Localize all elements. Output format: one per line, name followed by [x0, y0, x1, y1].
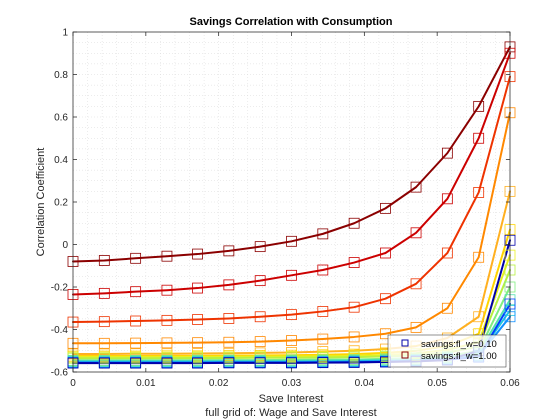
- y-tick-label: 1: [62, 28, 68, 39]
- x-axis-label: Save Interest: [259, 393, 324, 405]
- y-tick-label: -0.6: [51, 368, 69, 379]
- y-tick-label: 0: [62, 240, 68, 251]
- x-tick-label: 0: [70, 378, 76, 389]
- x-tick-label: 0.03: [282, 378, 302, 389]
- legend-label: savings:fl_w=1.00: [421, 351, 497, 362]
- legend: savings:fl_w=0.10 savings:fl_w=1.00: [388, 335, 506, 367]
- chart-caption: full grid of: Wage and Save Interest: [205, 407, 376, 419]
- y-tick-label: -0.4: [51, 325, 69, 336]
- x-tick-label: 0.05: [427, 378, 447, 389]
- chart-title: Savings Correlation with Consumption: [190, 16, 393, 28]
- x-tick-label: 0.01: [136, 378, 156, 389]
- y-axis-label: Correlation Coefficient: [35, 148, 47, 257]
- x-tick-label: 0.02: [209, 378, 229, 389]
- x-tick-label: 0.06: [500, 378, 520, 389]
- legend-label: savings:fl_w=0.10: [421, 339, 497, 350]
- y-tick-label: 0.4: [54, 155, 68, 166]
- y-tick-labels: -0.6 -0.4 -0.2 0 0.2 0.4 0.6 0.8 1: [51, 28, 69, 379]
- y-tick-label: -0.2: [51, 283, 69, 294]
- x-tick-label: 0.04: [355, 378, 375, 389]
- y-tick-label: 0.8: [54, 70, 68, 81]
- y-tick-label: 0.6: [54, 113, 68, 124]
- y-tick-label: 0.2: [54, 198, 68, 209]
